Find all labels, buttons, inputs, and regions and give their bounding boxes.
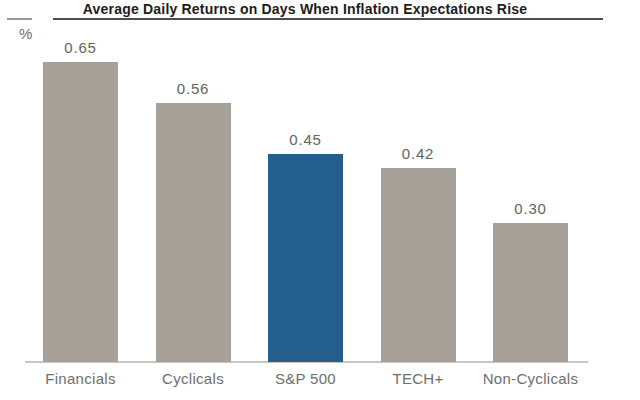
bar-chart-screenshot: Average Daily Returns on Days When Infla… bbox=[0, 0, 640, 400]
category-label-cyclicals: Cyclicals bbox=[162, 370, 224, 387]
bar-non-cyclicals bbox=[493, 223, 568, 362]
value-label-tech: 0.42 bbox=[402, 145, 434, 162]
bar-cyclicals bbox=[156, 103, 231, 362]
bar-tech bbox=[381, 168, 456, 362]
value-label-financials: 0.65 bbox=[64, 39, 96, 56]
bar-chart-plot-area: 0.65 Financials 0.56 Cyclicals 0.45 S&P 500 0.… bbox=[0, 0, 640, 400]
category-label-tech: TECH+ bbox=[392, 370, 443, 387]
category-label-financials: Financials bbox=[45, 370, 116, 387]
category-label-non-cyclicals: Non-Cyclicals bbox=[483, 370, 579, 387]
value-label-cyclicals: 0.56 bbox=[177, 80, 209, 97]
value-label-s-p-500: 0.45 bbox=[289, 131, 321, 148]
bar-s-p-500 bbox=[268, 154, 343, 362]
value-label-non-cyclicals: 0.30 bbox=[514, 200, 546, 217]
category-label-s-p-500: S&P 500 bbox=[275, 370, 336, 387]
bar-financials bbox=[43, 62, 118, 362]
